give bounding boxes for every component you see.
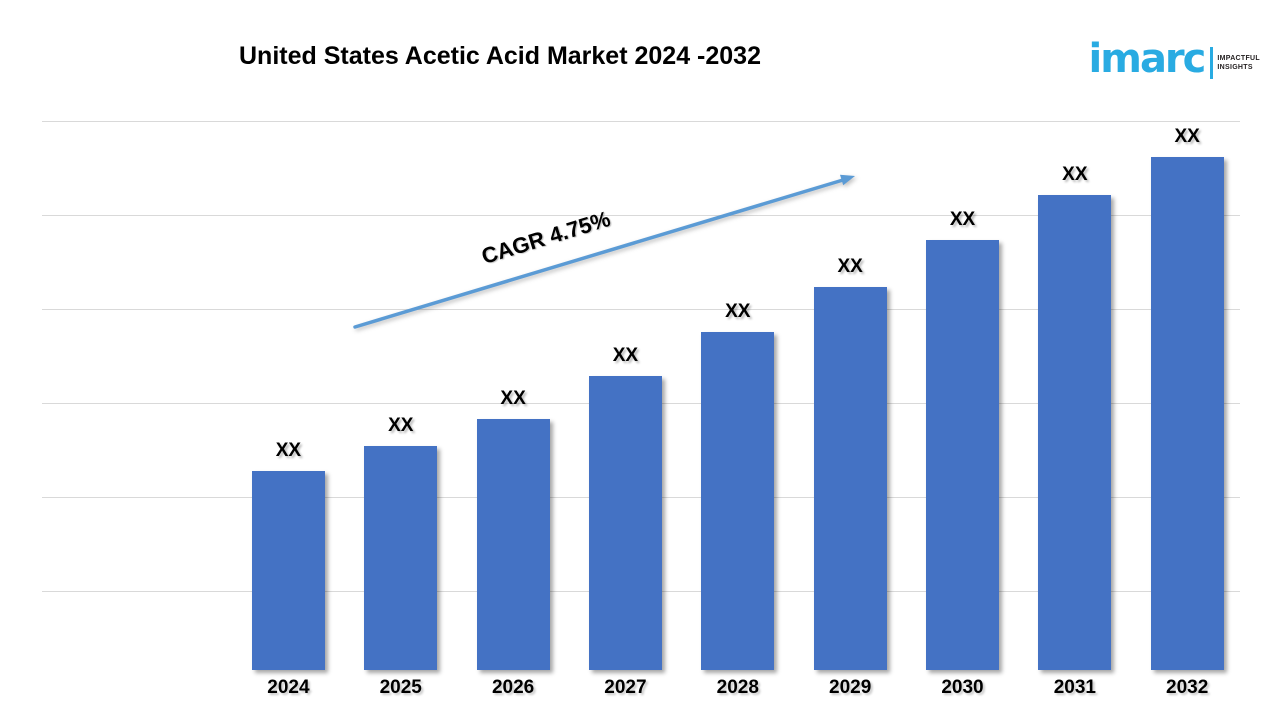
bar-2025: [364, 446, 438, 670]
gridline: [42, 309, 1240, 310]
bar-value-label: XX: [388, 415, 414, 436]
bar-2026: [476, 419, 550, 670]
x-axis-label-2024: 2024: [267, 677, 310, 698]
bar-2024: [251, 471, 325, 670]
bar-2032: [1150, 157, 1224, 670]
bar-value-label: XX: [275, 440, 302, 461]
bar-2030: [926, 240, 999, 670]
logo-divider: [1210, 47, 1214, 79]
gridline: [42, 215, 1240, 216]
trend-arrow: [353, 174, 855, 329]
x-axis-label-2030: 2030: [941, 677, 984, 698]
bar-2031: [1038, 195, 1112, 670]
x-axis-label-2029: 2029: [829, 677, 872, 698]
bar-value-label: XX: [1174, 126, 1200, 147]
logo-tagline-line2: INSIGHTS: [1217, 64, 1253, 71]
trend-arrow-line: [353, 178, 845, 329]
bar-value-label: XX: [500, 388, 526, 409]
bar-value-label: XX: [725, 301, 751, 322]
imarc-logo-text: imarc: [1088, 36, 1207, 82]
x-axis-label-2027: 2027: [604, 677, 647, 698]
x-axis-label-2026: 2026: [491, 677, 535, 698]
x-axis-label-2025: 2025: [379, 677, 422, 698]
bar-value-label: XX: [837, 256, 863, 277]
bar-value-label: XX: [612, 345, 639, 366]
x-axis-label-2028: 2028: [716, 677, 759, 698]
bar-2029: [813, 287, 887, 670]
gridline: [42, 121, 1240, 122]
bar-value-label: XX: [1062, 164, 1088, 185]
trend-arrow-head: [840, 174, 855, 186]
x-axis-label-2031: 2031: [1053, 677, 1096, 698]
x-axis-label-2032: 2032: [1166, 677, 1209, 698]
logo-tagline-line1: IMPACTFUL: [1217, 54, 1260, 62]
logo-tagline: IMPACTFUL INSIGHTS: [1217, 54, 1260, 73]
bar-2027: [588, 376, 662, 670]
bar-2028: [701, 332, 775, 670]
bar-value-label: XX: [949, 209, 976, 230]
imarc-logo: imarc IMPACTFUL INSIGHTS: [1089, 34, 1260, 88]
chart-title: United States Acetic Acid Market 2024 -2…: [239, 42, 761, 70]
